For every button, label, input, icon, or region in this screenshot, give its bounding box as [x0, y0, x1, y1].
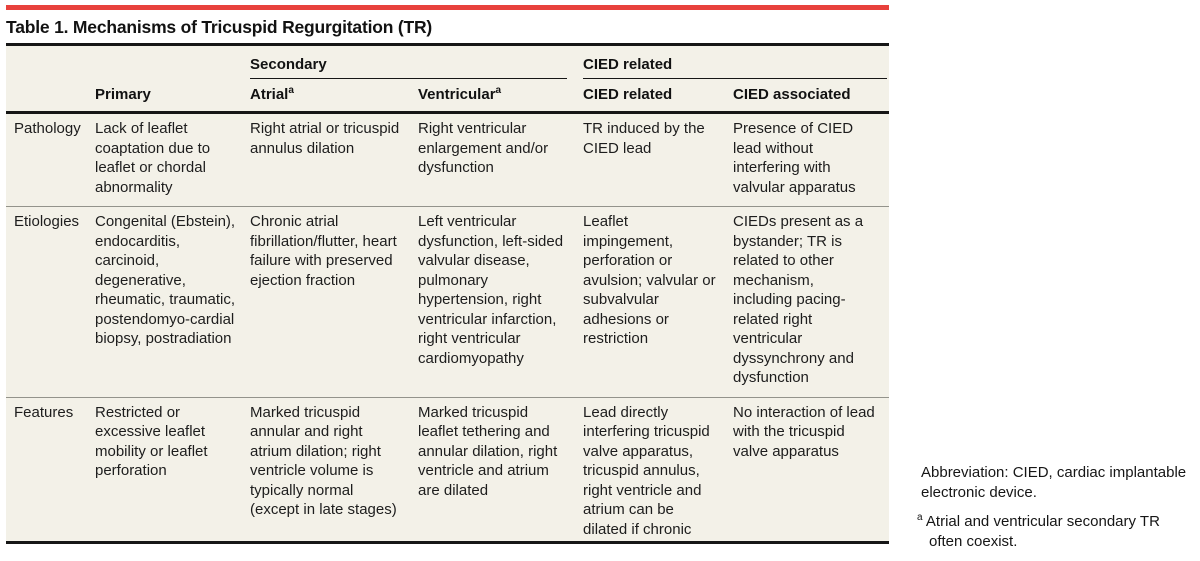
footnote-marker-a: a	[288, 84, 294, 96]
column-header-empty	[6, 78, 95, 114]
column-header-cied-related: CIED related	[583, 78, 734, 114]
column-header-primary: Primary	[95, 78, 250, 114]
cell-features-cied-associated: No interaction of lead with the tricuspi…	[733, 396, 890, 543]
row-label: Pathology	[14, 120, 81, 137]
cell-features-cied-related: Lead directly interfering tricuspid valv…	[583, 396, 734, 543]
footnote-a-marker: a	[917, 512, 923, 523]
column-header-ventricular: Ventriculara	[418, 78, 584, 114]
group-header-secondary: Secondary	[250, 45, 583, 79]
cell-etiologies-cied-related: Leaflet impingement, perforation or avul…	[583, 206, 734, 397]
mechanisms-table-container: Secondary CIED related Primary Atriala V…	[6, 43, 890, 544]
cell-etiologies-ventricular: Left ventricular dysfunction, left-sided…	[418, 206, 584, 397]
row-label: Etiologies	[6, 206, 95, 397]
column-header-atrial: Atriala	[250, 78, 418, 114]
column-header-cied-associated: CIED associated	[733, 78, 890, 114]
table-title: Table 1. Mechanisms of Tricuspid Regurgi…	[6, 17, 433, 37]
footnote-a-text: Atrial and ventricular secondary TR ofte…	[925, 513, 1160, 550]
table-row-features: Features Restricted or excessive leaflet…	[6, 396, 890, 543]
group-header-row: Secondary CIED related	[6, 45, 889, 79]
cell-features-atrial: Marked tricuspid annular and right atriu…	[250, 396, 418, 543]
cell-pathology-atrial: Right atrial or tricuspid annulus dilati…	[250, 120, 400, 157]
column-header-row: Primary Atriala Ventriculara CIED relate…	[6, 78, 890, 114]
group-header-cied: CIED related	[583, 45, 889, 79]
cell-pathology-cied-associated: Presence of CIED lead without interferin…	[733, 120, 856, 196]
cell-features-primary: Restricted or excessive leaflet mobility…	[95, 396, 250, 543]
cell-pathology-ventricular: Right ventricular enlargement and/or dys…	[418, 120, 549, 176]
row-label: Features	[6, 396, 95, 543]
table-row-etiologies: Etiologies Congenital (Ebstein), endocar…	[6, 206, 890, 397]
table-footnotes: Abbreviation: CIED, cardiac implantable …	[917, 463, 1195, 551]
mechanisms-table: Secondary CIED related Primary Atriala V…	[6, 43, 890, 544]
accent-rule	[6, 5, 889, 10]
group-header-empty	[6, 45, 250, 79]
cell-etiologies-primary: Congenital (Ebstein), endocarditis, carc…	[95, 206, 250, 397]
footnote-a: a Atrial and ventricular secondary TR of…	[917, 512, 1195, 551]
cell-pathology-primary: Lack of leaflet coaptation due to leafle…	[95, 120, 211, 196]
cell-etiologies-cied-associated: CIEDs present as a bystander; TR is rela…	[733, 206, 890, 397]
table-row-pathology: Pathology Lack of leaflet coaptation due…	[6, 113, 889, 207]
cell-etiologies-atrial: Chronic atrial fibrillation/flutter, hea…	[250, 206, 418, 397]
footnote-marker-a: a	[495, 84, 502, 96]
abbreviation-note: Abbreviation: CIED, cardiac implantable …	[921, 464, 1187, 501]
cell-pathology-cied-related: TR induced by the CIED lead	[583, 120, 705, 157]
cell-features-ventricular: Marked tricuspid leaflet tethering and a…	[418, 396, 584, 543]
